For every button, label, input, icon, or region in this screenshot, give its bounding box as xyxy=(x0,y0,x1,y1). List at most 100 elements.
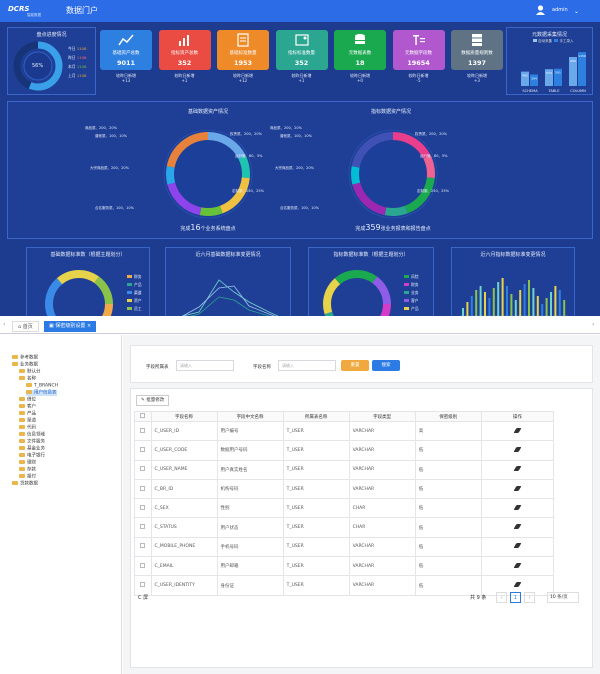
tree-node[interactable]: 用户信息表 xyxy=(26,390,57,396)
table-row[interactable]: C_USER_ID 用户编号 T_USER VARCHAR 高 xyxy=(134,420,555,442)
stat-card-4[interactable]: 指标标准数量 352 xyxy=(275,30,328,70)
row-select-cell xyxy=(134,498,152,519)
row-checkbox[interactable] xyxy=(140,524,146,530)
folder-icon xyxy=(19,474,25,478)
donut-slice-label: 权责质、200、20% xyxy=(230,132,262,136)
edit-icon[interactable] xyxy=(513,466,522,472)
prev-page-button[interactable]: ‹ xyxy=(496,592,507,603)
column-header: 操作 xyxy=(480,411,555,422)
table-row[interactable]: C_STATUS 用户状态 T_USER CHAR 低 xyxy=(134,517,555,538)
donut-center xyxy=(175,141,241,207)
tree-node[interactable]: 参考数据 xyxy=(12,355,38,361)
total-count: 共 9 条 xyxy=(470,595,487,601)
row-checkbox[interactable] xyxy=(140,446,146,452)
tree-node[interactable]: 报付 xyxy=(19,474,36,480)
tree-node-label: 基金业务 xyxy=(27,446,45,452)
tree-node[interactable]: 文件服务 xyxy=(19,439,45,445)
meta-bar-label: 574 xyxy=(546,71,552,75)
table-row[interactable]: C_EMAIL 用户邮箱 T_USER VARCHAR 低 xyxy=(134,556,555,577)
action-cell xyxy=(480,556,555,577)
stat-delta-label: 较昨日新增 xyxy=(174,73,195,78)
edit-icon[interactable] xyxy=(513,562,522,568)
row-checkbox[interactable] xyxy=(140,466,146,472)
logo[interactable]: DCRS xyxy=(8,5,30,13)
donut-slice xyxy=(351,132,435,216)
folder-icon xyxy=(19,404,25,408)
table-row[interactable]: C_USER_IDENTITY 身份证 T_USER VARCHAR 低 xyxy=(134,575,555,596)
tree-node[interactable]: 代码 xyxy=(19,425,36,431)
close-icon[interactable]: × xyxy=(86,323,92,329)
stat-label: 基础标准数量 xyxy=(229,51,257,56)
chevron-right-icon[interactable]: › xyxy=(592,321,595,328)
row-checkbox[interactable] xyxy=(140,543,146,549)
chevron-down-icon[interactable]: ⌄ xyxy=(574,8,580,15)
edit-icon[interactable] xyxy=(513,504,522,510)
stat-label: 元数据表数 xyxy=(348,51,372,56)
table-name-input[interactable]: 请输入 xyxy=(176,360,234,371)
tree-node[interactable]: 默认分 xyxy=(19,369,41,375)
row-checkbox[interactable] xyxy=(140,504,146,510)
row-select-cell xyxy=(134,556,152,577)
row-checkbox[interactable] xyxy=(140,562,146,568)
stat-card-3[interactable]: 基础标准数量 1953 xyxy=(217,30,269,70)
row-checkbox[interactable] xyxy=(140,485,146,491)
edit-icon[interactable] xyxy=(513,427,522,433)
tree-node[interactable]: 名称 xyxy=(19,376,36,382)
stat-delta-value: +12 xyxy=(238,78,248,83)
table-cell: 数据用户号码 xyxy=(216,440,284,461)
tree-node[interactable]: 业务数据 xyxy=(12,362,38,368)
stat-card-6[interactable]: 元数据字段数 19654 xyxy=(392,30,445,70)
row-checkbox[interactable] xyxy=(140,427,146,433)
tree-node[interactable]: 客户 xyxy=(19,404,36,410)
edit-icon[interactable] xyxy=(513,582,522,588)
table-row[interactable]: C_USER_CODE 数据用户号码 T_USER VARCHAR 低 xyxy=(134,440,555,461)
tree-node[interactable]: 渠道 xyxy=(19,418,36,424)
stat-card-7[interactable]: 数据质量规则数 1397 xyxy=(451,30,503,70)
tree-node[interactable]: T_BRANCH xyxy=(26,383,58,389)
tab-home[interactable]: ⌂ 首页 xyxy=(12,321,39,332)
next-page-button[interactable]: › xyxy=(524,592,535,603)
trend-bar xyxy=(514,300,517,316)
user-icon[interactable] xyxy=(536,5,545,15)
table-row[interactable]: C_SEX 性别 T_USER CHAR 低 xyxy=(134,498,555,519)
tree-node[interactable]: 信息领域 xyxy=(19,432,45,438)
tree-node[interactable]: 产品 xyxy=(19,411,36,417)
select-all-checkbox[interactable] xyxy=(140,413,146,418)
table-cell: 低 xyxy=(414,575,482,596)
table-row[interactable]: C_BR_ID 机构号码 T_USER VARCHAR 低 xyxy=(134,478,555,500)
tree-node[interactable]: 借位 xyxy=(19,397,36,403)
stat-card-1[interactable]: 基础资产总数 9011 xyxy=(100,30,152,70)
stat-card-5[interactable]: 元数据表数 18 xyxy=(334,30,386,70)
edit-icon[interactable] xyxy=(513,485,522,491)
tab-security-level[interactable]: ▣ 保密级别设置 × xyxy=(44,321,97,332)
folder-icon xyxy=(26,390,32,394)
search-button[interactable]: 搜索 xyxy=(372,360,400,371)
field-name-input[interactable]: 请输入 xyxy=(278,360,336,371)
edit-icon[interactable] xyxy=(513,446,522,452)
table-cell: C_USER_IDENTITY xyxy=(150,575,218,596)
folder-icon xyxy=(19,369,25,373)
tree-node[interactable]: 基金业务 xyxy=(19,446,45,452)
basic-assets-donut xyxy=(163,129,253,219)
edit-icon[interactable] xyxy=(513,543,522,549)
row-checkbox[interactable] xyxy=(140,582,146,588)
page-number[interactable]: 1 xyxy=(510,592,521,603)
legend-label: 员工 xyxy=(134,306,142,311)
table-row[interactable]: C_USER_NAME 用户真实姓名 T_USER VARCHAR 低 xyxy=(134,459,555,480)
tree-node[interactable]: 贷款数据 xyxy=(12,481,38,487)
reset-button[interactable]: 重置 xyxy=(341,360,369,371)
tree-node[interactable]: 存款 xyxy=(19,467,36,473)
folder-icon xyxy=(12,355,18,359)
chevron-left-icon[interactable]: ‹ xyxy=(3,321,6,328)
table-row[interactable]: C_MOBILE_PHONE 手机号码 T_USER VARCHAR 低 xyxy=(134,536,555,558)
edit-icon[interactable] xyxy=(513,524,522,530)
page-size-select[interactable]: 10 条/页 xyxy=(547,592,579,603)
tree-node[interactable]: 理财 xyxy=(19,460,36,466)
column-header[interactable] xyxy=(134,411,152,422)
stat-card-2[interactable]: 指标资产总数 352 xyxy=(158,30,211,70)
batch-edit-button[interactable]: ✎ 批量修改 xyxy=(136,395,170,406)
legend-swatch xyxy=(404,307,409,310)
refresh-button[interactable]: C 屏 xyxy=(138,595,149,601)
username[interactable]: admin xyxy=(552,7,568,13)
tree-node[interactable]: 电子银行 xyxy=(19,453,45,459)
